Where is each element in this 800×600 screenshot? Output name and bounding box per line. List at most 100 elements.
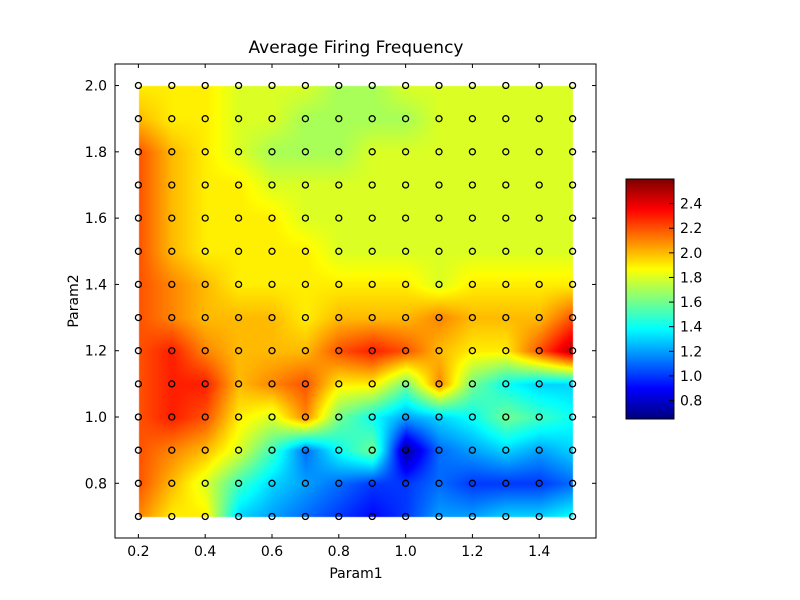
sample-point (234, 148, 243, 156)
sample-point (468, 81, 477, 90)
sample-point (468, 247, 477, 255)
colorbar-gradient (626, 179, 674, 419)
sample-point (168, 512, 176, 521)
sample-point (401, 479, 410, 487)
sample-point (168, 313, 176, 322)
sample-point (535, 413, 543, 421)
y-axis-label: Param2 (66, 274, 82, 327)
sample-point (335, 512, 343, 521)
sample-point (134, 347, 143, 355)
sample-point (201, 81, 209, 90)
colorbar: 2.4 2.2 2.0 1.8 1.6 1.4 1.2 1.0 0.8 (625, 178, 702, 420)
sample-point (368, 181, 376, 189)
sample-point (535, 380, 543, 388)
heatmap-raster (115, 64, 596, 538)
sample-point (568, 479, 577, 487)
sample-point (401, 347, 410, 355)
sample-point (502, 512, 510, 521)
sample-point (168, 247, 176, 255)
chart-title: Average Firing Frequency (249, 38, 464, 58)
sample-point (168, 115, 176, 123)
x-tick-label: 1.0 (394, 544, 416, 560)
sample-point (335, 280, 343, 289)
sample-point (368, 148, 376, 156)
sample-point (335, 313, 343, 322)
sample-point (234, 280, 243, 289)
sample-point (301, 512, 310, 521)
sample-point (234, 380, 243, 388)
sample-point (435, 413, 443, 421)
sample-point (301, 148, 310, 156)
sample-point (568, 413, 577, 421)
sample-point (234, 247, 243, 255)
sample-point (134, 115, 143, 123)
sample-point (168, 446, 176, 454)
sample-point (268, 148, 276, 156)
sample-point (568, 280, 577, 289)
sample-point (134, 214, 143, 222)
sample-point (401, 115, 410, 123)
sample-point (168, 347, 176, 355)
sample-point (468, 214, 477, 222)
sample-point (234, 446, 243, 454)
sample-point (568, 512, 577, 521)
sample-point (535, 81, 543, 90)
sample-point (301, 479, 310, 487)
sample-point (535, 148, 543, 156)
sample-point (468, 479, 477, 487)
sample-point (335, 181, 343, 189)
sample-point (268, 413, 276, 421)
sample-point (201, 380, 209, 388)
sample-point (168, 81, 176, 90)
plot-area: 0.2 0.4 0.6 0.8 1.0 1.2 1.4 0.8 1.0 1.2 1.4 1.6 1.8… (85, 63, 597, 560)
sample-point (234, 479, 243, 487)
sample-point (168, 413, 176, 421)
sample-point (468, 115, 477, 123)
sample-point (368, 512, 376, 521)
y-tick-label: 0.8 (85, 476, 107, 492)
sample-point (401, 413, 410, 421)
heatmap-canvas (115, 64, 596, 538)
sample-point (134, 81, 143, 90)
sample-point (368, 347, 376, 355)
sample-point (134, 247, 143, 255)
sample-point (401, 313, 410, 322)
sample-point (568, 181, 577, 189)
sample-point (134, 512, 143, 521)
colorbar-tick-label: 2.4 (680, 197, 702, 213)
sample-point (268, 280, 276, 289)
sample-point (335, 380, 343, 388)
sample-point (435, 380, 443, 388)
y-tick-label: 2.0 (85, 79, 107, 95)
sample-point (335, 148, 343, 156)
sample-point (335, 115, 343, 123)
sample-point (201, 247, 209, 255)
sample-point (268, 81, 276, 90)
sample-points (134, 81, 577, 521)
sample-point (502, 214, 510, 222)
sample-point (268, 512, 276, 521)
sample-point (468, 380, 477, 388)
sample-point (201, 214, 209, 222)
sample-point (435, 512, 443, 521)
sample-point (368, 81, 376, 90)
colorbar-tick-label: 1.8 (680, 270, 702, 286)
sample-point (435, 313, 443, 322)
sample-point (301, 380, 310, 388)
y-tick-label: 1.0 (85, 410, 107, 426)
sample-point (401, 214, 410, 222)
sample-point (502, 247, 510, 255)
sample-point (134, 380, 143, 388)
sample-point (401, 81, 410, 90)
sample-point (301, 446, 310, 454)
sample-point (201, 148, 209, 156)
sample-point (435, 181, 443, 189)
y-axis-ticks: 0.8 1.0 1.2 1.4 1.6 1.8 2.0 (85, 79, 596, 492)
sample-point (368, 313, 376, 322)
sample-point (502, 479, 510, 487)
sample-point (568, 446, 577, 454)
sample-point (201, 313, 209, 322)
sample-point (535, 280, 543, 289)
sample-point (568, 380, 577, 388)
sample-point (234, 214, 243, 222)
